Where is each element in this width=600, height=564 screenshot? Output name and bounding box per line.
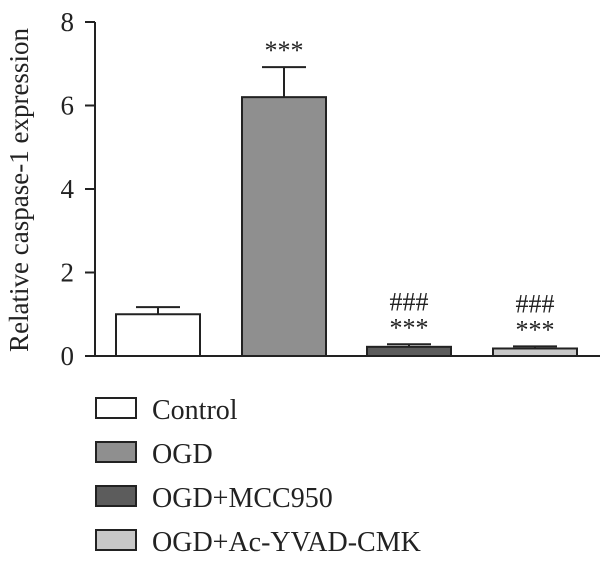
bars: ***###***###*** — [115, 36, 578, 358]
y-tick-label: 8 — [61, 7, 75, 37]
y-tick-label: 0 — [61, 341, 75, 371]
legend-label: OGD+Ac-YVAD-CMK — [152, 527, 421, 558]
legend-swatch — [95, 485, 137, 507]
y-axis-title-group: Relative caspase-1 expression — [4, 28, 34, 352]
y-tick-label: 2 — [61, 258, 75, 288]
legend-label: OGD+MCC950 — [152, 483, 333, 514]
y-axis-title: Relative caspase-1 expression — [4, 28, 34, 352]
legend: Control OGD OGD+MCC950 OGD+Ac-YVAD-CMK — [95, 395, 421, 558]
y-tick-label: 6 — [61, 91, 75, 121]
bar-ogd-ac-yvad-cmk — [492, 347, 578, 357]
y-tick-label: 4 — [61, 174, 75, 204]
legend-swatch — [95, 441, 137, 463]
legend-label: Control — [152, 395, 238, 426]
significance-label: ### — [390, 287, 429, 316]
legend-swatch — [95, 397, 137, 419]
legend-swatch — [95, 529, 137, 551]
significance-label: ### — [516, 289, 555, 318]
significance-label: *** — [390, 313, 429, 342]
significance-label: *** — [516, 315, 555, 344]
bar-ogd — [241, 96, 327, 358]
bar-ogd-mcc950 — [366, 345, 452, 358]
significance-label: *** — [265, 36, 304, 65]
bar-control — [115, 313, 201, 357]
legend-label: OGD — [152, 439, 213, 470]
